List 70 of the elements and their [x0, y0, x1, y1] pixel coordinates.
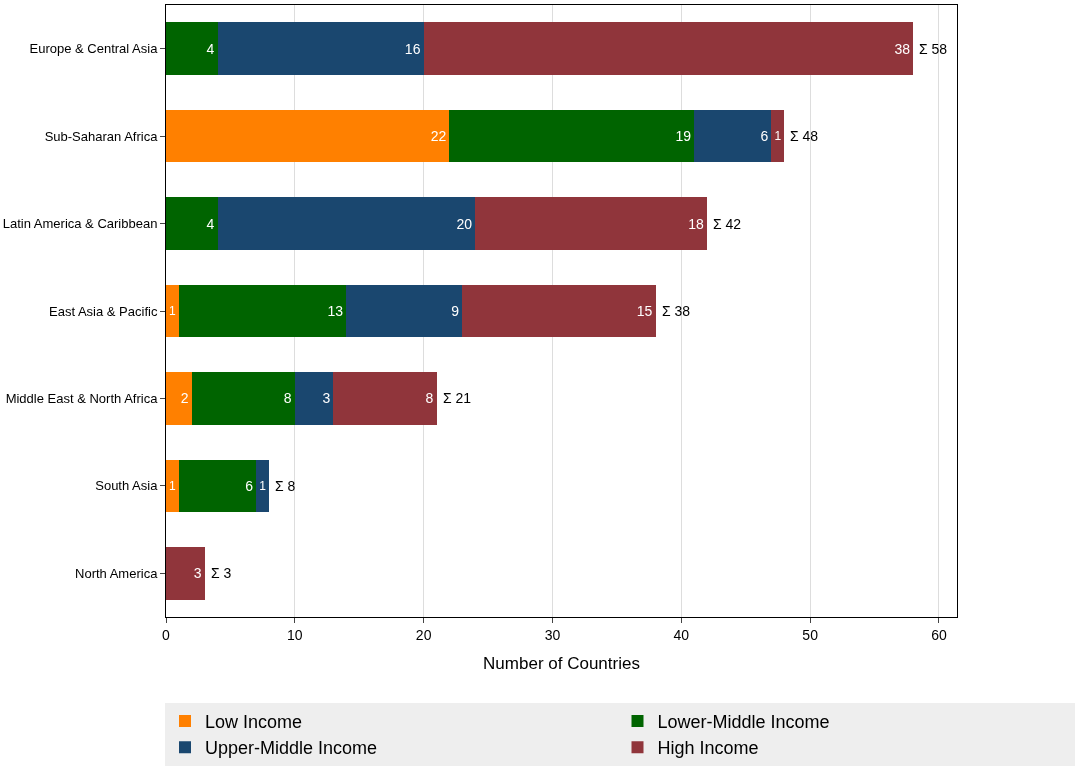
x-tick-label: 30: [544, 626, 561, 643]
bar: [178, 284, 347, 338]
data-label: 1: [259, 479, 267, 494]
total-label: Σ 42: [713, 216, 742, 232]
bar: [294, 372, 334, 425]
x-tick-label: 60: [931, 626, 947, 643]
bar: [166, 547, 205, 600]
data-label: 4: [206, 215, 215, 232]
data-label: 3: [193, 565, 202, 582]
bar: [475, 197, 708, 250]
x-tick-label: 20: [415, 626, 432, 643]
total-label: Σ 48: [790, 128, 819, 144]
data-label: 2: [180, 390, 189, 407]
data-label: 3: [322, 390, 331, 407]
data-label: 13: [327, 303, 344, 319]
x-tick-label: 50: [802, 626, 819, 643]
legend-label: Lower-Middle Income: [657, 711, 830, 732]
y-tick-label: North America: [75, 565, 159, 581]
bar: [449, 109, 695, 163]
total-label: Σ 38: [662, 303, 691, 319]
x-tick-label: 40: [673, 626, 690, 643]
y-tick-label: East Asia & Pacific: [49, 303, 158, 319]
y-tick-label: Europe & Central Asia: [29, 41, 159, 57]
bar: [333, 372, 437, 425]
bar: [191, 372, 295, 425]
data-label: 22: [430, 128, 447, 145]
bar: [166, 109, 450, 163]
data-label: 15: [636, 303, 653, 319]
x-tick-label: 0: [162, 626, 171, 643]
data-label: 4: [206, 40, 215, 57]
bar: [178, 459, 257, 513]
data-label: 19: [675, 128, 692, 145]
total-label: Σ 58: [919, 41, 948, 57]
data-label: 8: [425, 390, 434, 407]
data-label: 6: [760, 128, 769, 145]
data-label: 16: [404, 40, 421, 57]
data-label: 6: [245, 477, 254, 494]
bar: [423, 22, 914, 75]
bar: [166, 372, 192, 425]
bar: [166, 284, 179, 338]
bar: [771, 109, 785, 163]
bar: [217, 197, 476, 250]
data-label: 9: [451, 303, 460, 319]
bar: [256, 459, 270, 513]
data-label: 1: [774, 129, 782, 144]
bar: [166, 197, 218, 250]
x-axis-title: Number of Countries: [483, 654, 640, 674]
data-label: 18: [688, 215, 705, 232]
total-label: Σ 8: [275, 478, 296, 494]
y-tick-label: Sub-Saharan Africa: [44, 128, 159, 144]
bar: [346, 284, 463, 338]
bar: [462, 284, 656, 338]
data-label: 20: [456, 215, 473, 232]
bar: [166, 22, 218, 75]
x-tick-label: 10: [287, 626, 303, 643]
data-label: 1: [169, 304, 176, 319]
y-tick-label: Latin America & Caribbean: [2, 216, 158, 232]
total-label: Σ 21: [443, 390, 472, 406]
bar: [694, 109, 772, 163]
y-tick-label: South Asia: [95, 478, 159, 494]
legend-label: Upper-Middle Income: [205, 738, 378, 759]
bar: [217, 22, 424, 75]
data-label: 38: [894, 40, 911, 57]
total-label: Σ 3: [211, 565, 232, 581]
legend-label: High Income: [657, 738, 759, 759]
data-label: 8: [283, 390, 292, 407]
bar: [166, 459, 179, 513]
y-tick-label: Middle East & North Africa: [5, 390, 159, 406]
legend-label: Low Income: [205, 711, 303, 732]
data-label: 1: [169, 479, 176, 494]
